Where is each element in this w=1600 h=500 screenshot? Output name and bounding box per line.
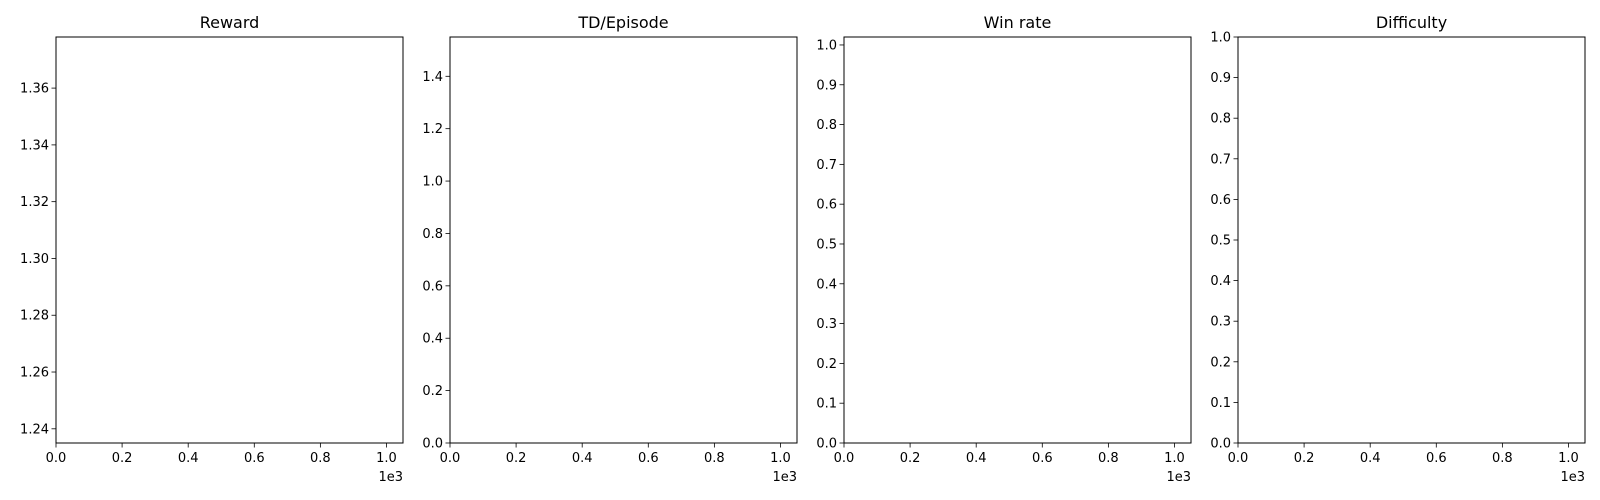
chart-panel-4: Difficulty 0.0 0.2 0.4 0.6 0.8 1.0 1e3 0.0 0.1 0.2… (1210, 13, 1586, 485)
y-tick-label: 0.2 (816, 357, 837, 372)
x-axis-offset-label: 1e3 (378, 470, 403, 485)
x-tick-label: 0.0 (46, 451, 67, 466)
chart-panel-1: Reward 0.0 0.2 0.4 0.6 0.8 1.0 1e3 1.24 1.26 1.28 1… (20, 13, 404, 485)
y-tick-label: 0.1 (816, 397, 837, 412)
x-tick-label: 0.0 (834, 451, 855, 466)
y-tick-label: 0.9 (1210, 71, 1231, 86)
x-tick-label: 0.4 (572, 451, 593, 466)
x-tick-label: 1.0 (1558, 451, 1579, 466)
y-tick-label: 0.7 (816, 158, 837, 173)
y-tick-label: 0.2 (1210, 355, 1231, 370)
y-tick-label: 1.2 (422, 122, 443, 137)
y-tick-label: 0.3 (816, 317, 837, 332)
y-tick-label: 0.8 (1210, 112, 1231, 127)
y-tick-label: 1.24 (20, 422, 49, 437)
y-tick-label: 0.0 (1210, 437, 1231, 452)
x-tick-label: 0.4 (1360, 451, 1381, 466)
y-tick-label: 1.26 (20, 366, 49, 381)
x-tick-label: 0.2 (112, 451, 133, 466)
x-tick-label: 0.6 (244, 451, 265, 466)
plot-area-frame (55, 36, 404, 444)
x-tick-label: 0.6 (1426, 451, 1447, 466)
y-tick-label: 0.3 (1210, 315, 1231, 330)
y-tick-label: 0.0 (422, 437, 443, 452)
x-tick-label: 0.8 (1098, 451, 1119, 466)
x-axis-offset-label: 1e3 (1166, 470, 1191, 485)
x-tick-label: 0.0 (1228, 451, 1249, 466)
y-tick-label: 0.4 (422, 332, 443, 347)
y-tick-label: 0.4 (816, 277, 837, 292)
x-tick-label: 0.2 (506, 451, 527, 466)
chart-panel-3: Win rate 0.0 0.2 0.4 0.6 0.8 1.0 1e3 0.0 0.1 0.2 0.… (816, 13, 1192, 485)
y-tick-label: 1.0 (816, 38, 837, 53)
x-tick-label: 0.0 (440, 451, 461, 466)
chart-panel-2: TD/Episode 0.0 0.2 0.4 0.6 0.8 1.0 1e3 0.0 0.2 0.4… (422, 13, 798, 485)
y-tick-label: 0.5 (816, 237, 837, 252)
x-tick-label: 0.8 (1492, 451, 1513, 466)
y-tick-label: 0.2 (422, 384, 443, 399)
x-tick-label: 0.6 (638, 451, 659, 466)
x-tick-label: 1.0 (1164, 451, 1185, 466)
y-tick-label: 0.4 (1210, 274, 1231, 289)
x-tick-label: 1.0 (376, 451, 397, 466)
x-tick-label: 0.2 (1294, 451, 1315, 466)
chart-title: TD/Episode (577, 13, 668, 32)
x-tick-label: 0.8 (310, 451, 331, 466)
y-tick-label: 0.5 (1210, 234, 1231, 249)
x-tick-label: 0.2 (900, 451, 921, 466)
y-tick-label: 0.6 (1210, 193, 1231, 208)
x-tick-label: 0.4 (966, 451, 987, 466)
chart-title: Reward (200, 13, 260, 32)
y-tick-label: 1.30 (20, 252, 49, 267)
y-tick-label: 1.34 (20, 138, 49, 153)
y-tick-label: 1.32 (20, 195, 49, 210)
plot-area-frame (449, 36, 798, 444)
y-tick-label: 0.8 (422, 227, 443, 242)
x-tick-label: 0.6 (1032, 451, 1053, 466)
y-tick-label: 1.36 (20, 82, 49, 97)
x-tick-label: 0.8 (704, 451, 725, 466)
x-axis-offset-label: 1e3 (772, 470, 797, 485)
x-axis-offset-label: 1e3 (1560, 470, 1585, 485)
y-tick-label: 0.8 (816, 118, 837, 133)
plot-area-frame (843, 36, 1192, 444)
chart-title: Difficulty (1376, 13, 1447, 32)
y-tick-label: 1.0 (422, 175, 443, 190)
chart-title: Win rate (984, 13, 1052, 32)
y-tick-label: 0.6 (422, 279, 443, 294)
y-tick-label: 1.0 (1210, 31, 1231, 46)
x-tick-label: 1.0 (770, 451, 791, 466)
y-tick-label: 0.0 (816, 437, 837, 452)
y-tick-label: 0.7 (1210, 152, 1231, 167)
y-tick-label: 1.28 (20, 309, 49, 324)
y-tick-label: 0.9 (816, 78, 837, 93)
y-tick-label: 0.6 (816, 198, 837, 213)
x-tick-label: 0.4 (178, 451, 199, 466)
y-tick-label: 1.4 (422, 70, 443, 85)
y-tick-label: 0.1 (1210, 396, 1231, 411)
